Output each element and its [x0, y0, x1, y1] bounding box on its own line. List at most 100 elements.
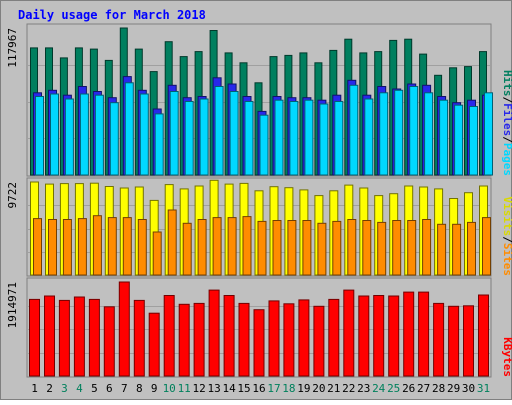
x-tick-label: 31 [477, 382, 490, 395]
y-max-label: 9722 [6, 182, 19, 209]
bar-pages-day-8 [139, 93, 149, 176]
bar-pages-day-26 [409, 86, 419, 176]
bar-kbytes-day-7 [118, 281, 130, 377]
panel-frame [26, 277, 492, 378]
legend-text: Visits/Sites [501, 197, 512, 277]
x-tick-label: 7 [121, 382, 128, 395]
x-tick-label: 24 [372, 382, 386, 395]
bar-pages-day-31 [484, 92, 493, 176]
legend-item-files: Files [501, 103, 512, 136]
bar-sites-day-22 [347, 219, 357, 276]
bar-sites-day-12 [197, 219, 207, 276]
bar-sites-day-1 [33, 218, 42, 276]
bar-pages-day-20 [319, 103, 329, 176]
bar-kbytes-day-18 [283, 303, 295, 377]
bar-sites-day-2 [48, 219, 57, 276]
bar-kbytes-day-26 [403, 291, 415, 377]
bar-sites-day-29 [452, 223, 462, 276]
bar-kbytes-day-21 [328, 298, 340, 377]
bar-kbytes-day-30 [463, 305, 474, 377]
bar-kbytes-day-14 [223, 295, 235, 377]
x-tick-labels: 1 2 3 4 5 6 7 8 9 10 11 12 13 14 15 16 17 18 19 20 21 22 23 24 2… [31, 382, 490, 395]
panel-legend: Hits/Files/Pages [501, 70, 512, 176]
bar-kbytes-day-11 [178, 303, 190, 377]
y-max-label: 117967 [6, 28, 19, 68]
bar-sites-day-13 [212, 217, 222, 276]
panel-legend: KBytes [501, 337, 512, 377]
bar-sites-day-5 [92, 215, 102, 276]
bar-pages-day-17 [274, 99, 284, 176]
bar-kbytes-day-23 [358, 295, 370, 377]
bar-sites-day-20 [317, 222, 327, 276]
bar-kbytes-day-29 [448, 305, 460, 377]
bar-pages-day-2 [50, 93, 59, 176]
bar-sites-day-26 [407, 220, 417, 276]
x-tick-label: 14 [222, 382, 236, 395]
x-tick-label: 21 [327, 382, 340, 395]
bar-sites-day-19 [302, 220, 312, 276]
bar-sites-day-8 [137, 219, 147, 276]
series-pages [35, 82, 493, 176]
x-tick-label: 18 [282, 382, 295, 395]
bar-kbytes-day-5 [88, 298, 100, 377]
x-tick-label: 30 [462, 382, 475, 395]
legend-text: Hits/Files/Pages [501, 70, 512, 176]
bar-kbytes-day-12 [193, 302, 205, 377]
x-tick-label: 12 [192, 382, 205, 395]
series-kbytes [29, 281, 489, 377]
bar-pages-day-11 [184, 101, 194, 176]
x-tick-label: 20 [312, 382, 325, 395]
chart-panels: 117967Hits/Files/Pages9722Visits/Sites19… [6, 23, 512, 378]
bar-kbytes-day-20 [313, 305, 325, 377]
chart-title: Daily usage for March 2018 [18, 8, 206, 22]
bar-sites-day-14 [227, 217, 237, 276]
x-tick-label: 8 [136, 382, 143, 395]
panel-legend: Visits/Sites [501, 197, 512, 277]
x-tick-label: 16 [252, 382, 265, 395]
x-tick-label: 17 [267, 382, 280, 395]
legend-separator: / [501, 236, 512, 243]
bar-pages-day-24 [379, 92, 389, 176]
bar-pages-day-28 [439, 99, 449, 176]
x-tick-label: 13 [207, 382, 220, 395]
panel-kbytes: 1914971 KBytes [6, 277, 512, 378]
bar-kbytes-day-28 [433, 302, 445, 377]
bar-kbytes-day-15 [238, 302, 250, 377]
y-max-label: 1914971 [6, 282, 19, 328]
bar-sites-day-30 [467, 221, 476, 276]
bar-sites-day-18 [287, 220, 297, 276]
bar-kbytes-day-6 [103, 306, 115, 377]
legend-item-hits: Hits [501, 70, 512, 97]
bar-pages-day-1 [35, 96, 44, 176]
bar-pages-day-12 [199, 98, 209, 176]
x-tick-label: 4 [76, 382, 83, 395]
bar-sites-day-21 [332, 220, 342, 276]
bar-sites-day-28 [437, 223, 447, 276]
bar-pages-day-4 [79, 93, 89, 176]
bar-pages-day-3 [64, 98, 74, 176]
bar-pages-day-25 [394, 89, 404, 176]
legend-separator: / [501, 136, 512, 143]
x-tick-label: 27 [417, 382, 430, 395]
bar-sites-day-31 [482, 217, 491, 276]
bar-kbytes-day-13 [208, 289, 220, 377]
bar-pages-day-6 [109, 102, 119, 176]
x-tick-label: 9 [151, 382, 158, 395]
bar-pages-day-23 [364, 98, 374, 176]
x-tick-label: 10 [163, 382, 176, 395]
bar-sites-day-10 [167, 209, 177, 276]
x-tick-label: 28 [432, 382, 445, 395]
bar-kbytes-day-22 [343, 289, 355, 377]
bar-kbytes-day-2 [44, 295, 55, 377]
bar-kbytes-day-4 [73, 296, 85, 377]
bar-sites-day-23 [362, 220, 372, 276]
bar-pages-day-29 [454, 104, 464, 176]
bar-kbytes-day-16 [253, 309, 265, 377]
bar-kbytes-day-10 [163, 295, 175, 377]
bar-pages-day-10 [169, 91, 179, 176]
bar-kbytes-day-31 [478, 294, 489, 377]
x-tick-label: 11 [178, 382, 191, 395]
x-tick-label: 26 [402, 382, 415, 395]
